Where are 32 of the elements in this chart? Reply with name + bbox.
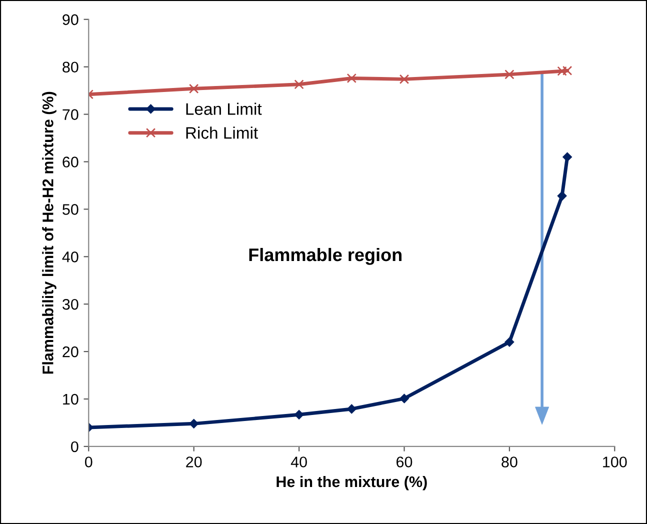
y-axis-title: Flammability limit of He-H2 mixture (%) [42,92,56,374]
point [399,74,410,84]
y-tick-label: 90 [62,14,78,26]
x-tick-label: 40 [290,456,307,468]
y-tick-label: 80 [62,62,78,73]
x-tick-label: 80 [502,456,518,468]
y-tick-label: 60 [62,156,78,168]
y-tick-label: 10 [63,394,78,405]
y-tick-label: 30 [62,298,78,310]
x-tick-label: 0 [84,456,92,468]
y-tick-label: 0 [71,441,78,452]
legend-label: Lean Limit [186,102,262,115]
point [504,70,514,80]
legend-label: Rich Limit [186,126,258,139]
y-tick-label: 50 [62,204,78,215]
annotation: Flammable region [249,248,402,265]
point [294,80,304,90]
point [400,394,409,404]
point [347,404,356,414]
y-tick-label: 70 [62,109,78,120]
point [504,337,514,347]
point [346,73,357,84]
x-tick-label: 60 [396,456,412,468]
point [188,84,199,94]
x-tick-label: 20 [186,456,202,468]
point [557,191,567,201]
point [562,152,572,162]
x-axis-title: He in the mixture (%) [276,476,427,490]
y-tick-label: 20 [62,346,78,358]
point [294,410,304,420]
x-tick-label: 100 [603,456,627,468]
y-tick-label: 40 [62,252,78,262]
